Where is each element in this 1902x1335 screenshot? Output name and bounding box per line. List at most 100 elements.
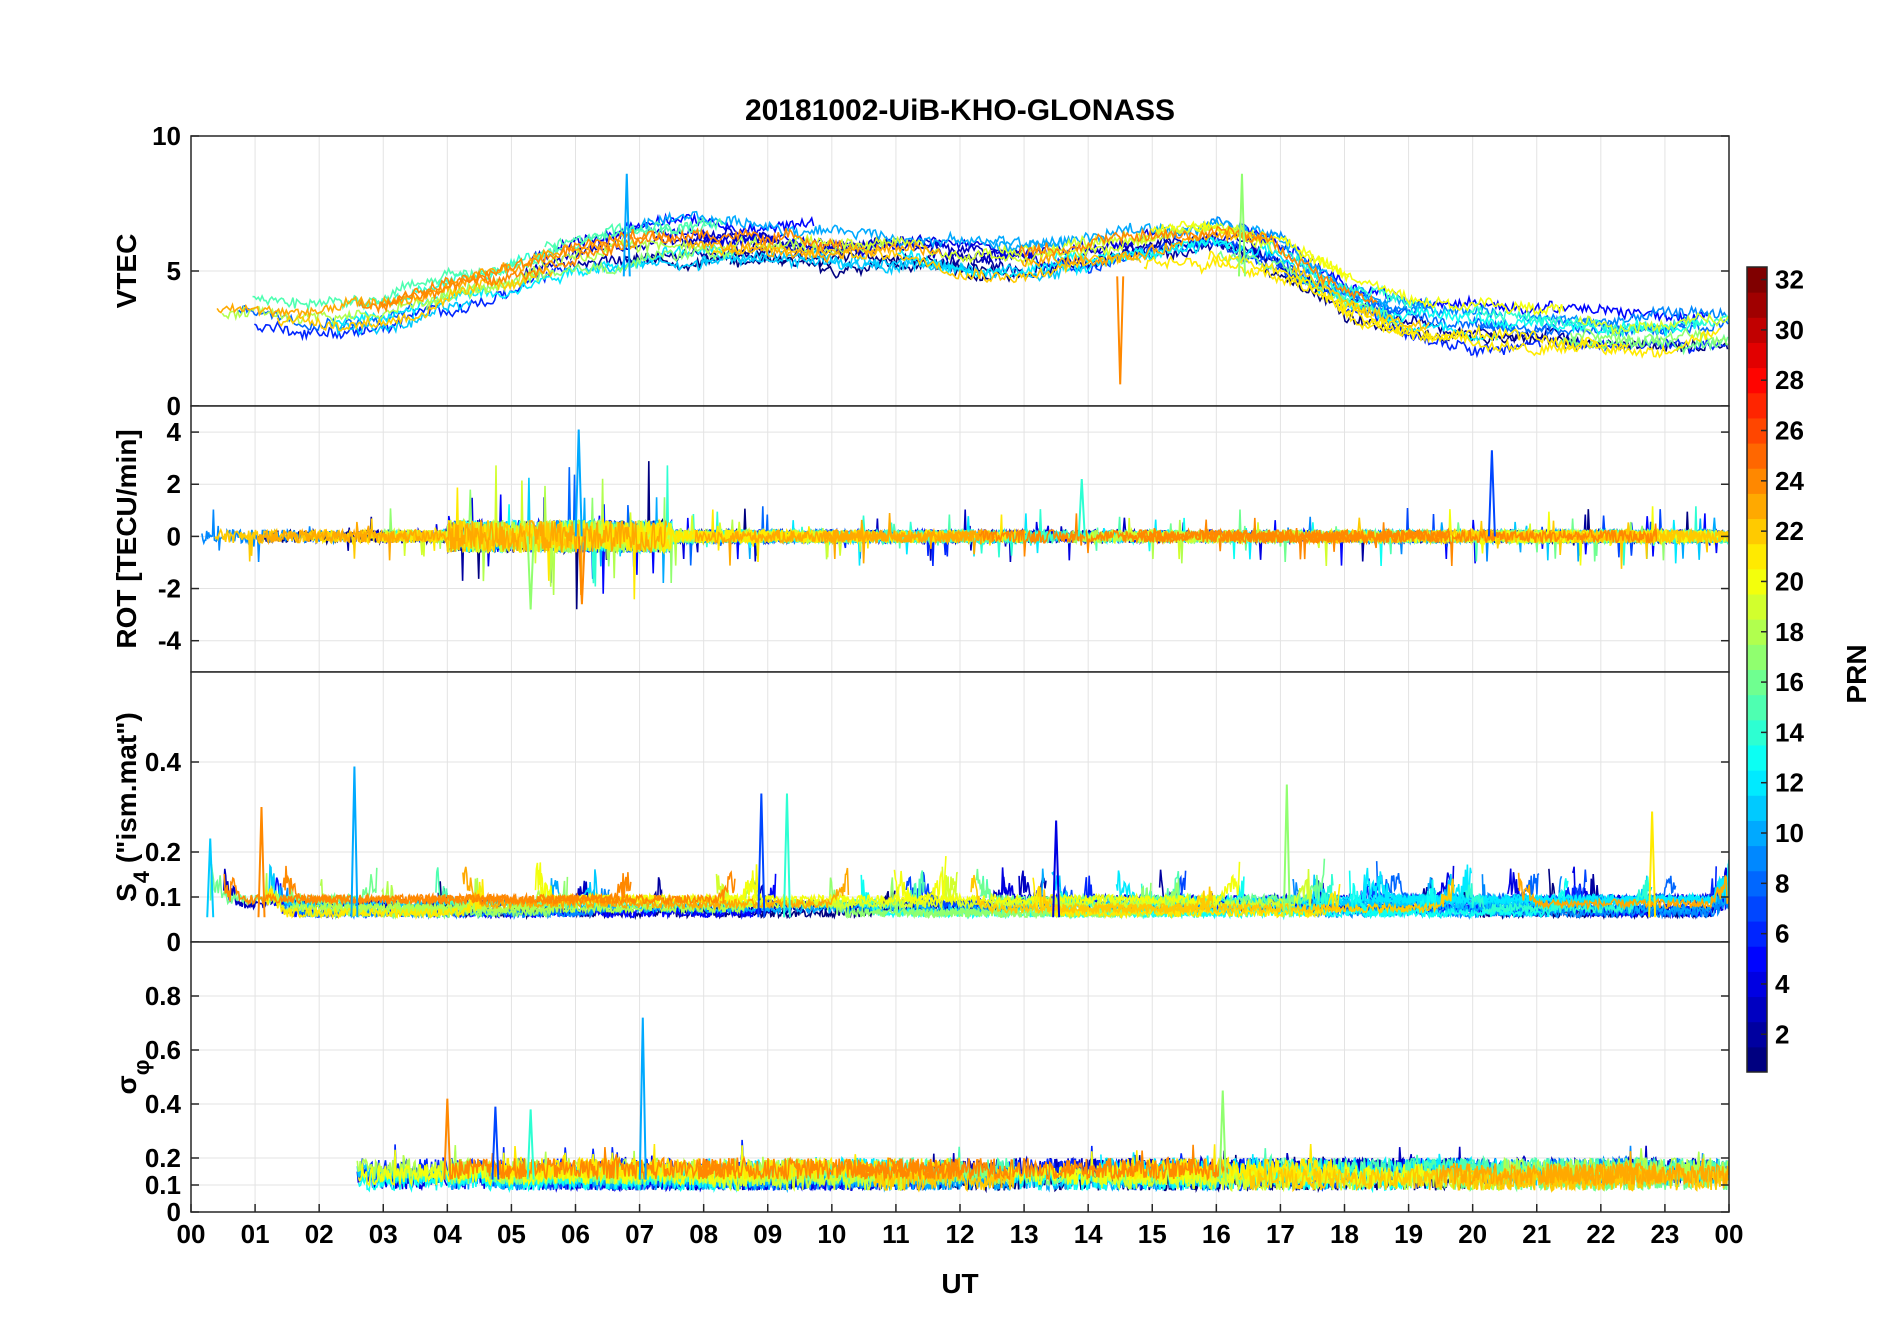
y-tick-label: 0.2 <box>145 1143 181 1173</box>
series-line-prn-23 <box>694 519 996 566</box>
colorbar-segment <box>1747 946 1767 972</box>
colorbar-segment <box>1747 568 1767 595</box>
colorbar-segment <box>1747 770 1767 796</box>
peak-mark <box>1116 276 1125 385</box>
series-line-prn-21 <box>601 509 878 563</box>
x-tick-label: 02 <box>305 1219 334 1249</box>
peak-mark <box>443 1098 452 1180</box>
series-line-prn-23 <box>1020 229 1266 268</box>
series-line-prn-20 <box>1150 219 1350 278</box>
peak-mark <box>1218 1090 1227 1180</box>
colorbar-segment <box>1747 443 1767 469</box>
colorbar-segment <box>1747 719 1767 746</box>
panel-2: -4 -2 0 2 4 ROT [TECU/min] <box>111 405 1730 673</box>
x-tick-label: 10 <box>817 1219 846 1249</box>
colorbar-segment <box>1747 895 1767 922</box>
series-line-prn-21 <box>1119 1144 1341 1181</box>
series-line-prn-23 <box>256 520 668 596</box>
series-line-prn-24 <box>223 872 632 907</box>
y-tick-label: 10 <box>152 121 181 151</box>
series-line-prn-19 <box>1577 312 1729 336</box>
x-tick-label: 01 <box>241 1219 270 1249</box>
colorbar-segment <box>1747 996 1767 1023</box>
y-axis-label: S4 ("ism.mat") <box>111 712 154 902</box>
series-line-prn-17 <box>425 245 741 311</box>
colorbar-tick-label: 32 <box>1775 265 1804 295</box>
colorbar-tick-label: 4 <box>1775 969 1790 999</box>
series-line-prn-24 <box>847 1144 1229 1182</box>
peak-mark <box>206 838 215 918</box>
colorbar-frame <box>1746 266 1768 1073</box>
series-line-prn-24 <box>1136 527 1451 549</box>
y-ticks: -4 -2 0 2 4 <box>158 417 1729 656</box>
series-line-prn-10 <box>1424 876 1729 916</box>
series-line-prn-19 <box>941 866 1313 912</box>
peak-mark <box>1282 784 1291 918</box>
colorbar-segment <box>1747 292 1767 318</box>
y-tick-label: 5 <box>167 256 181 286</box>
colorbar-segment <box>1747 669 1767 696</box>
colorbar-segment <box>1747 468 1767 494</box>
series-line-prn-19 <box>793 222 1274 267</box>
x-tick-label: 19 <box>1394 1219 1423 1249</box>
series-line-prn-23 <box>1539 1151 1729 1187</box>
colorbar-segment <box>1747 594 1767 620</box>
colorbar-tick-label: 22 <box>1775 516 1804 546</box>
x-tick-label: 14 <box>1074 1219 1103 1249</box>
colorbar-segment <box>1747 543 1767 570</box>
series-line-prn-24 <box>1018 225 1378 304</box>
x-tick-label: 13 <box>1010 1219 1039 1249</box>
x-tick-label: 00 <box>177 1219 206 1249</box>
y-tick-label: 2 <box>167 469 181 499</box>
series-line-prn-20 <box>1399 506 1690 566</box>
series-line-prn-18 <box>221 264 543 327</box>
chart-title: 20181002-UiB-KHO-GLONASS <box>745 94 1175 127</box>
colorbar-segment <box>1747 518 1767 545</box>
peak-mark <box>1487 450 1496 537</box>
x-tick-label: 09 <box>753 1219 782 1249</box>
series-line-prn-14 <box>1265 240 1418 309</box>
colorbar-tick-label: 20 <box>1775 566 1804 596</box>
colorbar-segment <box>1747 694 1767 721</box>
y-axis-label: ROT [TECU/min] <box>111 429 142 648</box>
x-tick-label: 22 <box>1586 1219 1615 1249</box>
series-line-prn-22 <box>1291 263 1430 332</box>
peak-mark <box>1077 478 1086 537</box>
series-line-prn-22 <box>711 240 1142 284</box>
y-axis-label: σφ <box>111 1060 154 1095</box>
colorbar-tick-label: 14 <box>1775 717 1804 747</box>
y-tick-label: 0 <box>167 521 181 551</box>
panel-series <box>356 1139 1729 1194</box>
x-tick-label: 08 <box>689 1219 718 1249</box>
colorbar-tick-label: 6 <box>1775 919 1789 949</box>
x-tick-label: 20 <box>1458 1219 1487 1249</box>
x-tick-label: 12 <box>946 1219 975 1249</box>
y-tick-label: 0.6 <box>145 1035 181 1065</box>
colorbar-segment <box>1747 644 1767 670</box>
y-tick-label: 0 <box>167 1197 181 1227</box>
colorbar-segment <box>1747 317 1767 343</box>
colorbar-segment <box>1747 870 1767 897</box>
colorbar-tick-label: 16 <box>1775 667 1804 697</box>
x-tick-label: 17 <box>1266 1219 1295 1249</box>
x-tick-label: 15 <box>1138 1219 1167 1249</box>
series-line-prn-24 <box>358 227 843 315</box>
colorbar-segment <box>1747 619 1767 645</box>
series-line-prn-12 <box>330 242 736 327</box>
y-tick-label: 0 <box>167 391 181 421</box>
colorbar-segment <box>1747 1046 1767 1073</box>
colorbar-label: PRN <box>1841 644 1872 703</box>
x-tick-label: 11 <box>882 1219 910 1249</box>
series-line-prn-23 <box>684 237 942 264</box>
y-tick-label: 0 <box>167 927 181 957</box>
panel-4: 00.10.2 0.4 0.6 0.8 σφ <box>111 941 1730 1227</box>
panel-3: 0 0.1 0.2 0.4S4 ("ism.mat") <box>111 671 1730 957</box>
x-tick-label: 00 <box>1715 1219 1744 1249</box>
series-line-prn-21 <box>1207 250 1404 336</box>
series-line-prn-11 <box>335 300 472 336</box>
colorbar-segment <box>1747 417 1767 444</box>
